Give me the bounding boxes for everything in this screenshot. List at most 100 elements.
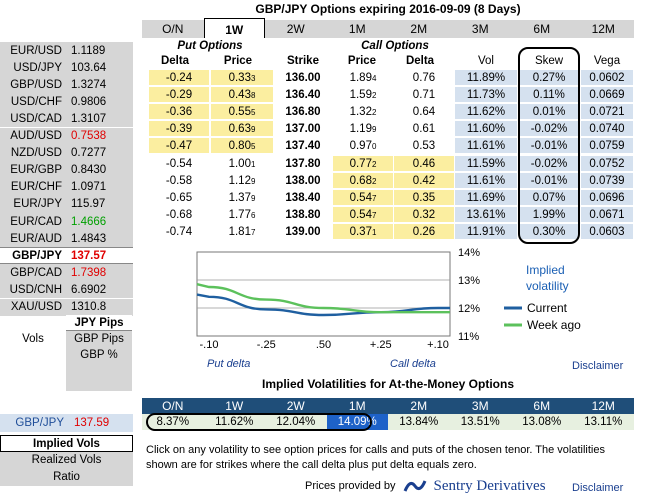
cell-pp[interactable]: 1.129 <box>211 172 273 189</box>
cell-cp[interactable]: 0.371 <box>333 223 393 240</box>
ratio-button[interactable]: Ratio <box>0 469 133 486</box>
cell-pp[interactable]: 0.639 <box>211 121 273 138</box>
pair-price: 1.0971 <box>71 181 107 194</box>
cell-cp[interactable]: 1.894 <box>333 70 393 86</box>
cell-pip: 7 <box>250 227 256 237</box>
implied-vols-button[interactable]: Implied Vols <box>0 435 133 452</box>
cell-value: 138.40 <box>285 191 321 204</box>
cell-cp[interactable]: 0.970 <box>333 138 393 155</box>
tab-on[interactable]: O/N <box>162 22 184 36</box>
cell-cp[interactable]: 0.547 <box>333 189 393 206</box>
gbp-pips-button[interactable]: GBP Pips <box>66 331 132 347</box>
disclaimer-link-bottom[interactable]: Disclaimer <box>572 482 624 494</box>
cell-pp[interactable]: 1.776 <box>211 206 273 223</box>
pair-row-eur-cad[interactable]: EUR/CAD 1.4666 <box>0 213 133 230</box>
series-line-current <box>196 293 450 317</box>
bottom-pair-quote[interactable]: GBP/JPY 137.59 <box>0 414 133 432</box>
tab-6m[interactable]: 6M <box>533 22 551 36</box>
cell-vol[interactable]: 11.61% <box>455 172 517 189</box>
pair-row-eur-jpy[interactable]: EUR/JPY 115.97 <box>0 195 133 213</box>
cell-cp[interactable]: 1.592 <box>333 87 393 104</box>
cell-vol[interactable]: 11.60% <box>455 121 517 138</box>
cell-cp[interactable]: 0.772 <box>333 155 393 172</box>
realized-vols-button[interactable]: Realized Vols <box>0 452 133 469</box>
cell-value: 1.12 <box>228 174 251 187</box>
pair-row-eur-usd[interactable]: EUR/USD 1.1189 <box>0 42 133 59</box>
pair-row-usd-cnh[interactable]: USD/CNH 6.6902 <box>0 281 133 299</box>
cell-vol[interactable]: 11.69% <box>455 189 517 206</box>
pair-name: EUR/AUD <box>10 232 62 245</box>
cell-cp[interactable]: 0.547 <box>333 206 393 223</box>
cell-vol[interactable]: 11.61% <box>455 138 517 155</box>
tab-2m[interactable]: 2M <box>410 22 428 36</box>
atm-vol-2m[interactable]: 13.84% <box>399 416 439 428</box>
cell-pp[interactable]: 0.438 <box>211 87 273 104</box>
options-title: GBP/JPY Options expiring 2016-09-09 (8 D… <box>255 2 521 16</box>
cell-value: 0.0739 <box>589 174 625 187</box>
atm-vol-3m[interactable]: 13.51% <box>460 416 500 428</box>
cell-vol[interactable]: 11.62% <box>455 104 517 121</box>
cell-value: 13.61% <box>466 208 506 221</box>
cell-cp[interactable]: 1.199 <box>333 121 393 138</box>
cell-value: 0.0696 <box>589 191 625 204</box>
cell-cp[interactable]: 1.322 <box>333 104 393 121</box>
cell-vega: 0.0759 <box>581 138 633 155</box>
cell-value: -0.47 <box>165 140 193 153</box>
pair-row-usd-chf[interactable]: USD/CHF 0.9806 <box>0 93 133 111</box>
pair-row-gbp-cad[interactable]: GBP/CAD 1.7398 <box>0 264 133 282</box>
cell-pd: -0.54 <box>149 155 209 172</box>
cell-vol[interactable]: 11.91% <box>455 223 517 240</box>
cell-cp[interactable]: 0.682 <box>333 172 393 189</box>
cell-vol[interactable]: 11.59% <box>455 155 517 172</box>
pair-row-gbp-jpy[interactable]: GBP/JPY 137.57 <box>0 247 133 265</box>
pair-name: XAU/USD <box>10 301 62 313</box>
cell-pip: 7 <box>371 193 377 203</box>
tab-3m[interactable]: 3M <box>471 22 489 36</box>
atm-vol-1w[interactable]: 11.62% <box>215 416 254 428</box>
jpy-pips-button[interactable]: JPY Pips <box>66 315 132 331</box>
pair-row-aud-usd[interactable]: AUD/USD 0.7538 <box>0 127 133 145</box>
cell-value: 1.99% <box>532 208 566 221</box>
cell-pip: 1 <box>371 227 377 237</box>
atm-vol-6m[interactable]: 13.08% <box>522 416 562 428</box>
atm-tenor: 12M <box>591 399 615 413</box>
tab-2w[interactable]: 2W <box>286 22 305 36</box>
atm-tenor: 2M <box>410 399 428 413</box>
pair-row-eur-aud[interactable]: EUR/AUD 1.4843 <box>0 230 133 248</box>
pair-price: 6.6902 <box>71 283 107 296</box>
tab-1w[interactable]: 1W <box>203 18 265 38</box>
pair-name: EUR/GBP <box>10 164 62 177</box>
cell-vol[interactable]: 11.73% <box>455 87 517 104</box>
vols-label: Vols <box>22 333 44 345</box>
cell-pp[interactable]: 1.817 <box>211 223 273 240</box>
atm-vol-2w[interactable]: 12.04% <box>276 416 316 428</box>
cell-value: 0.53 <box>412 140 436 153</box>
cell-pd: -0.47 <box>149 138 209 155</box>
cell-vol[interactable]: 11.89% <box>455 70 517 86</box>
cell-value: 0.0759 <box>589 140 625 153</box>
cell-pp[interactable]: 1.379 <box>211 189 273 206</box>
pair-row-eur-gbp[interactable]: EUR/GBP 0.8430 <box>0 161 133 179</box>
pair-row-gbp-usd[interactable]: GBP/USD 1.3274 <box>0 76 133 94</box>
pair-row-nzd-usd[interactable]: NZD/USD 0.7277 <box>0 144 133 162</box>
atm-vol-12m[interactable]: 13.11% <box>584 416 623 428</box>
cell-pp[interactable]: 0.805 <box>211 138 273 155</box>
gbp-pct-button[interactable]: GBP % <box>66 347 132 363</box>
legend-label: Current <box>527 301 568 315</box>
cell-pp[interactable]: 0.555 <box>211 104 273 121</box>
cell-skew: 0.30% <box>519 223 579 240</box>
pair-row-eur-chf[interactable]: EUR/CHF 1.0971 <box>0 178 133 196</box>
pair-row-xau-usd[interactable]: XAU/USD 1310.8 <box>0 298 133 316</box>
disclaimer-link-top[interactable]: Disclaimer <box>572 360 624 372</box>
cell-vol[interactable]: 13.61% <box>455 206 517 223</box>
pair-price: 137.57 <box>71 249 107 262</box>
cell-pp[interactable]: 1.001 <box>211 155 273 172</box>
tab-12m[interactable]: 12M <box>591 22 615 36</box>
tab-1m[interactable]: 1M <box>348 22 366 36</box>
cell-pp[interactable]: 0.333 <box>211 70 273 86</box>
cell-value: 0.37 <box>349 225 372 238</box>
atm-vol-on[interactable]: 8.37% <box>156 416 190 428</box>
pair-row-usd-jpy[interactable]: USD/JPY 103.64 <box>0 59 133 77</box>
pair-row-usd-cad[interactable]: USD/CAD 1.3107 <box>0 110 133 128</box>
pair-price: 0.9806 <box>71 95 107 108</box>
